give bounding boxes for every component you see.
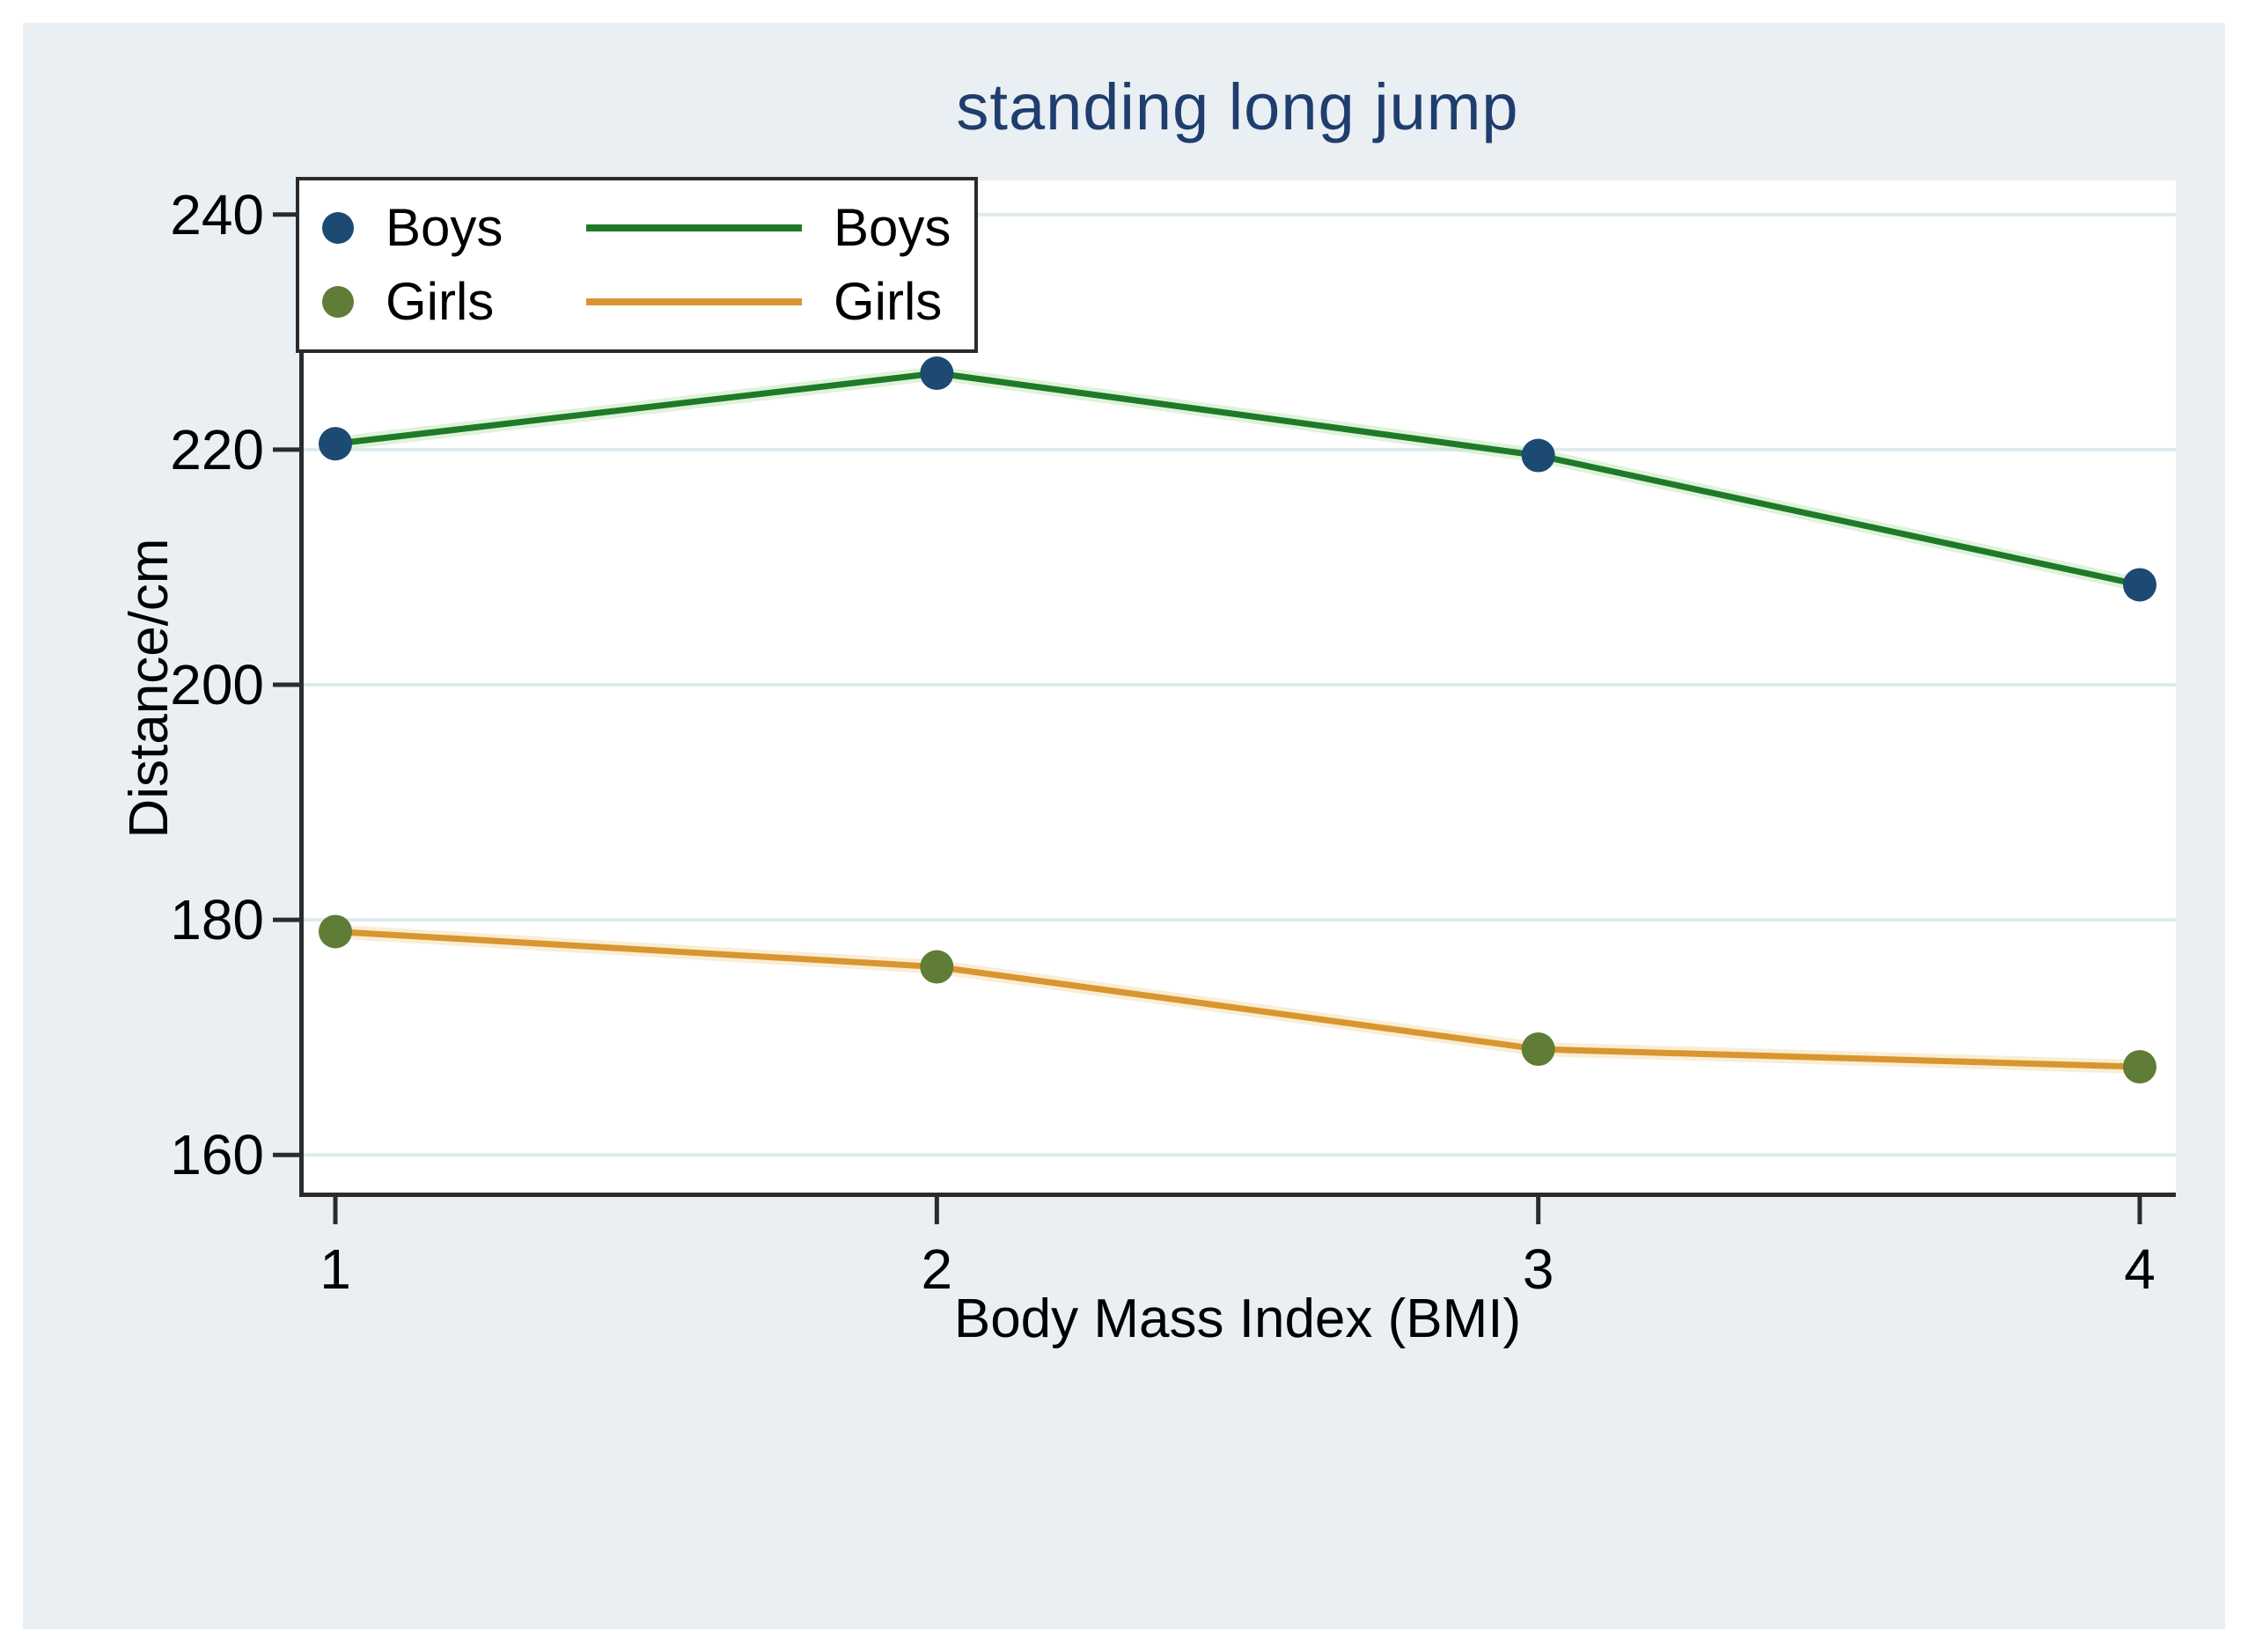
legend-label-boys-marker: Boys <box>386 198 503 257</box>
boys-data-point-bmi-1 <box>319 427 352 461</box>
boys-series-line <box>334 370 2141 588</box>
boys-marker-swatch <box>322 212 354 244</box>
boys-data-point-bmi-3 <box>1521 438 1555 473</box>
y-tick-label-180: 180 <box>170 888 264 952</box>
x-tick-label-4: 4 <box>2124 1237 2156 1301</box>
girls-marker-swatch <box>322 286 354 318</box>
legend-row-girls: Girls Girls <box>299 267 974 337</box>
legend-box: Boys Boys Girls Girls <box>296 177 978 353</box>
girls-data-point-bmi-2 <box>920 950 954 984</box>
y-tick-label-240: 240 <box>170 182 264 246</box>
chart-figure: standing long jump Distance/cm Body Mass… <box>23 23 2225 1629</box>
boys-data-point-bmi-2 <box>920 356 954 391</box>
girls-data-point-bmi-1 <box>319 914 352 949</box>
x-axis-title: Body Mass Index (BMI) <box>953 1289 1522 1349</box>
girls-line-swatch <box>586 298 802 305</box>
y-tick-label-220: 220 <box>170 417 264 481</box>
chart-title: standing long jump <box>956 70 1519 143</box>
y-tick-label-160: 160 <box>170 1123 264 1187</box>
legend-label-girls-line: Girls <box>834 272 943 331</box>
x-tick-label-3: 3 <box>1522 1237 1554 1301</box>
girls-data-point-bmi-3 <box>1521 1032 1555 1067</box>
girls-series-line <box>334 928 2141 1070</box>
x-tick-label-1: 1 <box>320 1237 351 1301</box>
legend-label-girls-marker: Girls <box>386 272 495 331</box>
y-tick-label-200: 200 <box>170 652 264 716</box>
legend-label-boys-line: Boys <box>834 198 951 257</box>
legend-row-boys: Boys Boys <box>299 193 974 263</box>
x-tick-label-2: 2 <box>921 1237 953 1301</box>
boys-data-point-bmi-4 <box>2123 568 2156 602</box>
boys-line-swatch <box>586 224 802 231</box>
girls-data-point-bmi-4 <box>2123 1050 2156 1084</box>
